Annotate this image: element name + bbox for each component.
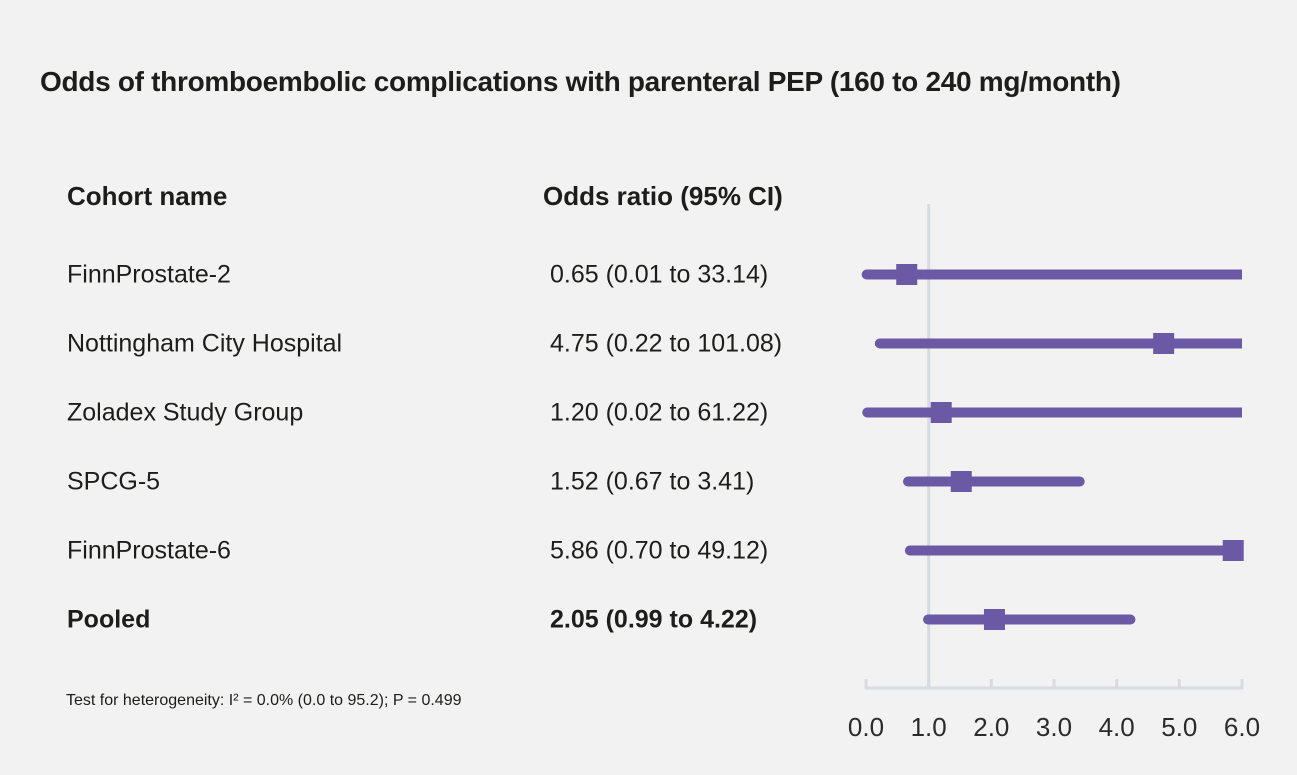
odds-ratio-marker [983, 609, 1005, 630]
cohort-name: Pooled [67, 605, 151, 633]
ci-line-cap [862, 407, 873, 418]
odds-ratio-value: 1.52 (0.67 to 3.41) [550, 467, 755, 495]
odds-ratio-value: 1.20 (0.02 to 61.22) [550, 398, 769, 426]
cohort-name: FinnProstate-2 [67, 260, 231, 288]
odds-ratio-value: 0.65 (0.01 to 33.14) [550, 260, 769, 288]
ci-line-cap [1074, 476, 1085, 487]
x-tick-label: 6.0 [1224, 712, 1260, 742]
x-tick-label: 0.0 [848, 712, 884, 742]
cohort-name: Zoladex Study Group [67, 398, 304, 426]
cohort-name: Nottingham City Hospital [67, 329, 343, 357]
table-row: SPCG-5 1.52 (0.67 to 3.41) [0, 447, 840, 516]
forest-table: FinnProstate-2 0.65 (0.01 to 33.14) Nott… [0, 240, 840, 654]
ci-line-cap [1125, 614, 1136, 625]
heterogeneity-footnote: Test for heterogeneity: I² = 0.0% (0.0 t… [66, 692, 462, 709]
column-header-cohort-name: Cohort name [67, 181, 228, 211]
x-tick-label: 5.0 [1161, 712, 1197, 742]
table-row: Zoladex Study Group 1.20 (0.02 to 61.22) [0, 378, 840, 447]
table-row: Nottingham City Hospital 4.75 (0.22 to 1… [0, 309, 840, 378]
ci-line-cap [904, 545, 915, 556]
x-tick-label: 1.0 [911, 712, 947, 742]
odds-ratio-value: 4.75 (0.22 to 101.08) [550, 329, 783, 357]
odds-ratio-value: 5.86 (0.70 to 49.12) [550, 536, 769, 564]
table-row: FinnProstate-6 5.86 (0.70 to 49.12) [0, 516, 840, 585]
ci-line-cap [874, 338, 885, 349]
ci-line-cap [861, 269, 872, 280]
cohort-name: SPCG-5 [67, 467, 161, 495]
chart-title: Odds of thromboembolic complications wit… [40, 66, 1121, 97]
x-tick-label: 2.0 [973, 712, 1009, 742]
table-row: FinnProstate-2 0.65 (0.01 to 33.14) [0, 240, 840, 309]
odds-ratio-marker [1222, 540, 1244, 561]
cohort-name: FinnProstate-6 [67, 536, 231, 564]
odds-ratio-marker [930, 402, 952, 423]
odds-ratio-value: 2.05 (0.99 to 4.22) [550, 605, 758, 633]
x-tick-label: 3.0 [1036, 712, 1072, 742]
ci-line-cap [923, 614, 934, 625]
x-tick-label: 4.0 [1099, 712, 1135, 742]
odds-ratio-marker [896, 264, 918, 285]
odds-ratio-marker [1153, 333, 1175, 354]
ci-line-cap [902, 476, 913, 487]
odds-ratio-marker [950, 471, 972, 492]
column-header-odds-ratio: Odds ratio (95% CI) [543, 181, 783, 211]
table-row-pooled: Pooled 2.05 (0.99 to 4.22) [0, 585, 840, 654]
